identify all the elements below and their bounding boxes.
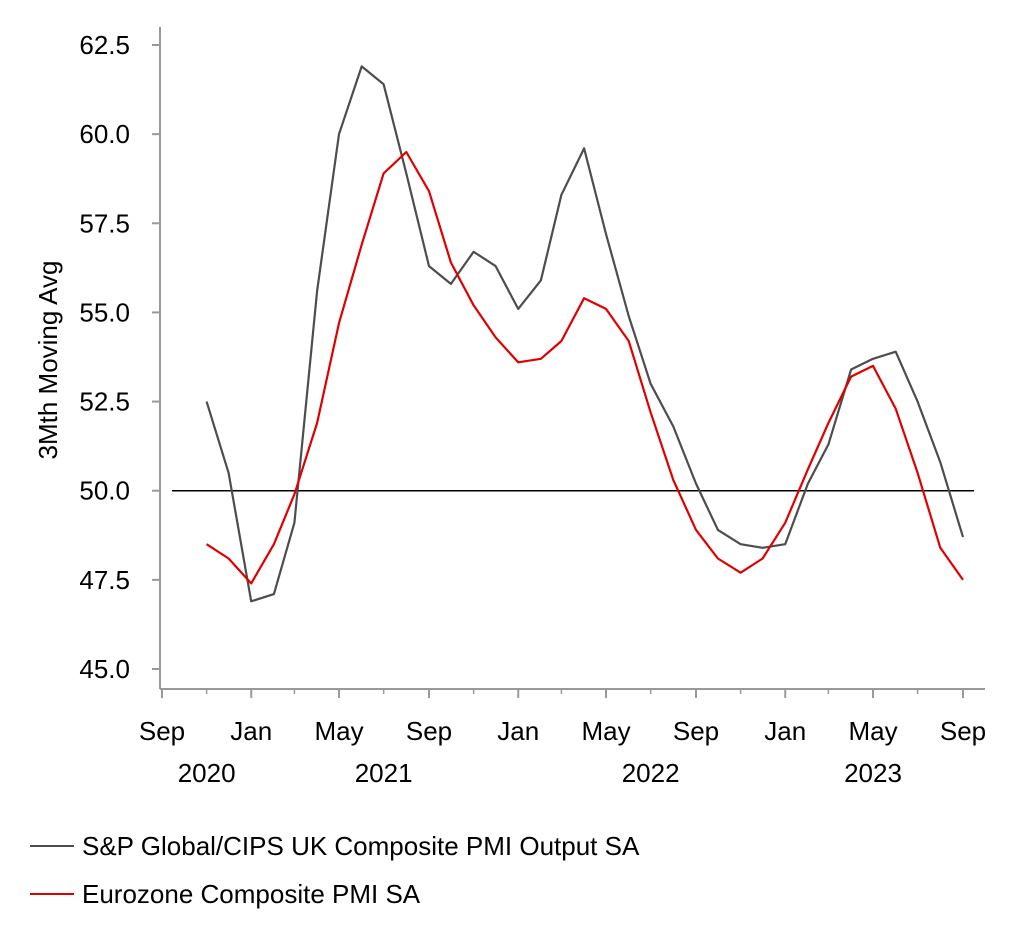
legend-swatch-eurozone	[30, 893, 74, 895]
x-tick-label: Jan	[497, 716, 539, 746]
legend-label-uk: S&P Global/CIPS UK Composite PMI Output …	[82, 830, 640, 861]
x-year-label: 2021	[355, 758, 413, 788]
x-year-label: 2022	[622, 758, 680, 788]
series-group	[205, 65, 965, 603]
series-line-uk	[205, 65, 965, 603]
pmi-line-chart: 45.0 47.5 50.0 52.5 55.0 57.5 60.0 62.5 Sep Jan M…	[33, 27, 986, 788]
legend-item-uk: S&P Global/CIPS UK Composite PMI Output …	[30, 822, 639, 870]
y-tick-label: 50.0	[79, 476, 130, 506]
series-line-eurozone	[206, 150, 964, 585]
y-tick-label: 62.5	[79, 30, 130, 60]
legend: S&P Global/CIPS UK Composite PMI Output …	[30, 822, 639, 918]
x-year-label: 2023	[844, 758, 902, 788]
y-axis: 45.0 47.5 50.0 52.5 55.0 57.5 60.0 62.5	[79, 27, 161, 689]
x-year-label: 2020	[178, 758, 236, 788]
x-tick-label: Sep	[139, 716, 185, 746]
y-tick-label: 52.5	[79, 387, 130, 417]
y-tick-label: 45.0	[79, 654, 130, 684]
x-tick-label: Jan	[230, 716, 272, 746]
legend-swatch-uk	[30, 845, 74, 847]
legend-item-eurozone: Eurozone Composite PMI SA	[30, 870, 639, 918]
y-tick-label: 60.0	[79, 119, 130, 149]
x-tick-label: Sep	[406, 716, 452, 746]
x-axis: Sep Jan May Sep Jan May Sep Jan May Sep 2020 2021 20…	[139, 688, 986, 788]
x-tick-label: May	[581, 716, 630, 746]
x-tick-label: Jan	[764, 716, 806, 746]
legend-label-eurozone: Eurozone Composite PMI SA	[82, 878, 421, 909]
y-tick-label: 55.0	[79, 297, 130, 327]
x-tick-label: May	[314, 716, 363, 746]
x-tick-label: Sep	[673, 716, 719, 746]
y-tick-label: 57.5	[79, 208, 130, 238]
y-tick-label: 47.5	[79, 565, 130, 595]
x-tick-label: Sep	[940, 716, 986, 746]
x-tick-label: May	[848, 716, 897, 746]
y-axis-title: 3Mth Moving Avg	[33, 261, 63, 460]
